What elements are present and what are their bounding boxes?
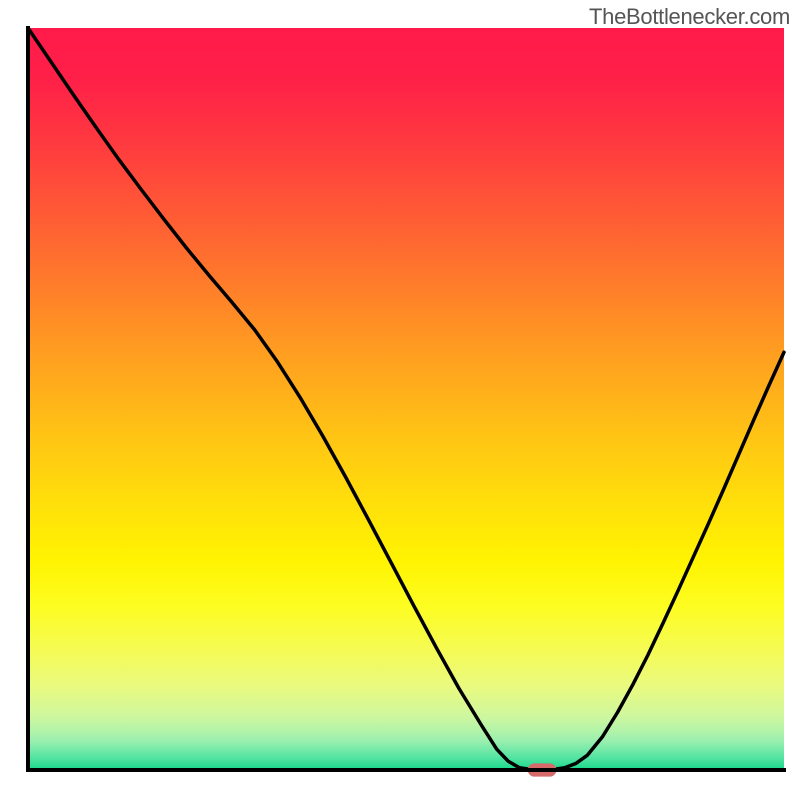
- chart-container: TheBottlenecker.com: [0, 0, 800, 800]
- bottleneck-chart: [0, 0, 800, 800]
- watermark-text: TheBottlenecker.com: [589, 4, 790, 30]
- chart-background: [28, 28, 784, 770]
